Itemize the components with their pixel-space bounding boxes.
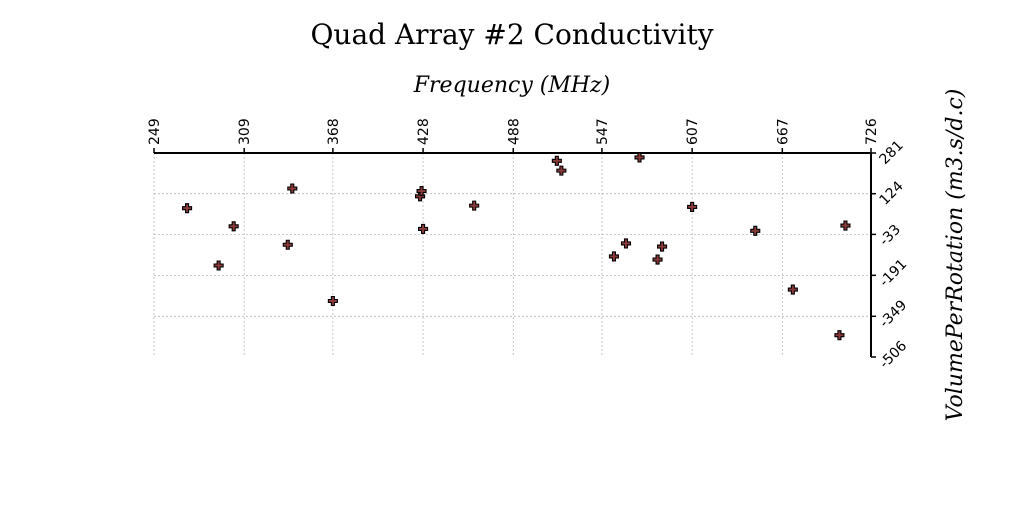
data-point: [687, 201, 698, 212]
data-point: [182, 203, 193, 214]
x-tick-label: 428: [416, 118, 432, 145]
x-tick-label: 726: [864, 118, 880, 145]
x-tick-label: 547: [595, 118, 611, 145]
data-point: [469, 200, 480, 211]
axes: [153, 148, 876, 358]
x-tick-label: 309: [237, 118, 253, 145]
data-point: [652, 254, 663, 265]
y-tick-label: -33: [877, 222, 904, 249]
data-point: [840, 220, 851, 231]
y-tick-label: -191: [877, 256, 911, 290]
y-axis-label: VolumePerRotation (m3.s/d.c): [943, 89, 968, 422]
grid-lines: [153, 153, 871, 357]
y-tick-label: -349: [877, 297, 911, 331]
x-axis-label: Frequency (MHz): [413, 73, 610, 98]
data-point: [327, 295, 338, 307]
data-point: [287, 183, 298, 194]
x-tick-label: 488: [506, 118, 522, 145]
data-point: [213, 260, 224, 271]
y-tick-label: 281: [877, 138, 907, 168]
data-point: [834, 330, 845, 341]
x-tick-label: 607: [685, 118, 701, 145]
data-point: [634, 152, 645, 163]
data-point: [787, 284, 798, 295]
x-tick-label: 368: [326, 118, 342, 145]
data-points: [182, 152, 851, 341]
y-tick-label: -506: [877, 338, 911, 372]
x-tick-label: 249: [147, 118, 163, 145]
data-point: [418, 223, 429, 234]
data-point: [551, 155, 562, 166]
data-point: [416, 186, 427, 197]
data-point: [750, 225, 761, 236]
chart-title: Quad Array #2 Conductivity: [310, 18, 713, 51]
data-point: [556, 165, 567, 176]
y-tick-label: 124: [877, 178, 907, 208]
data-point: [228, 221, 239, 232]
data-point: [620, 238, 632, 249]
data-point: [657, 241, 668, 252]
data-point: [282, 239, 293, 250]
x-tick-label: 667: [775, 118, 791, 145]
data-point: [608, 251, 620, 262]
